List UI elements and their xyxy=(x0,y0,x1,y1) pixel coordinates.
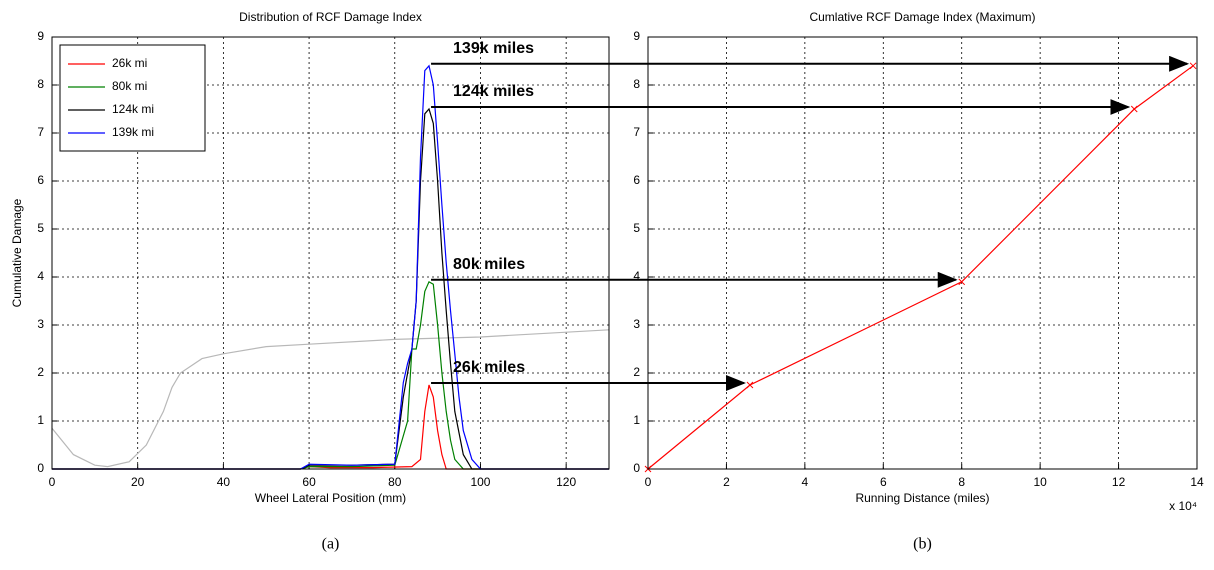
y-tick-label: 4 xyxy=(633,269,640,283)
series-line xyxy=(52,64,609,470)
y-tick-label: 1 xyxy=(37,413,44,427)
axes-frame xyxy=(647,36,1198,470)
legend-label: 26k mi xyxy=(112,56,147,70)
x-tick-label: 14 xyxy=(1190,475,1204,489)
annotation: 139k miles xyxy=(453,40,534,57)
y-tick-label: 4 xyxy=(37,269,44,283)
series-line xyxy=(52,280,609,470)
x-tick-label: 10 xyxy=(1033,475,1047,489)
y-tick-label: 5 xyxy=(37,221,44,235)
x-tick-label: 6 xyxy=(880,475,887,489)
y-tick-label: 6 xyxy=(633,173,640,187)
x-axis-label: Running Distance (miles) xyxy=(855,491,989,505)
x-tick-label: 2 xyxy=(723,475,730,489)
x-axis-label: Wheel Lateral Position (mm) xyxy=(255,491,406,505)
y-tick-label: 3 xyxy=(633,317,640,331)
point-marker xyxy=(746,381,754,389)
y-tick-label: 0 xyxy=(633,461,640,475)
y-tick-label: 9 xyxy=(633,29,640,43)
point-marker xyxy=(958,278,966,286)
y-tick-label: 5 xyxy=(633,221,640,235)
axes-frame xyxy=(51,36,610,470)
legend-label: 80k mi xyxy=(112,79,147,93)
y-axis-label: Cumulative Damage xyxy=(10,198,24,307)
y-tick-label: 9 xyxy=(37,29,44,43)
x-multiplier: x 10⁴ xyxy=(1169,499,1197,513)
annotation: 80k miles xyxy=(453,256,525,273)
caption: (a) xyxy=(322,536,340,553)
chart-title: Distribution of RCF Damage Index xyxy=(239,10,422,24)
y-tick-label: 7 xyxy=(633,125,640,139)
x-tick-label: 0 xyxy=(49,475,56,489)
annotation: 26k miles xyxy=(453,359,525,376)
x-tick-label: 4 xyxy=(802,475,809,489)
y-tick-label: 8 xyxy=(37,77,44,91)
chart-title: Cumlative RCF Damage Index (Maximum) xyxy=(809,10,1035,24)
legend-label: 139k mi xyxy=(112,125,154,139)
x-tick-label: 100 xyxy=(470,475,490,489)
caption: (b) xyxy=(913,536,932,553)
y-tick-label: 7 xyxy=(37,125,44,139)
point-marker xyxy=(1130,105,1138,113)
y-tick-label: 8 xyxy=(633,77,640,91)
profile-line xyxy=(51,329,610,468)
y-tick-label: 2 xyxy=(37,365,44,379)
legend-label: 124k mi xyxy=(112,102,154,116)
x-tick-label: 40 xyxy=(217,475,231,489)
x-tick-label: 20 xyxy=(131,475,145,489)
x-tick-label: 0 xyxy=(645,475,652,489)
x-tick-label: 60 xyxy=(302,475,316,489)
y-tick-label: 1 xyxy=(633,413,640,427)
x-tick-label: 8 xyxy=(958,475,965,489)
x-tick-label: 120 xyxy=(556,475,576,489)
annotation: 124k miles xyxy=(453,83,534,100)
plot-area xyxy=(648,37,1197,469)
point-marker xyxy=(1189,62,1197,70)
y-tick-label: 2 xyxy=(633,365,640,379)
x-tick-label: 80 xyxy=(388,475,402,489)
y-tick-label: 0 xyxy=(37,461,44,475)
y-tick-label: 3 xyxy=(37,317,44,331)
x-tick-label: 12 xyxy=(1112,475,1126,489)
y-tick-label: 6 xyxy=(37,173,44,187)
